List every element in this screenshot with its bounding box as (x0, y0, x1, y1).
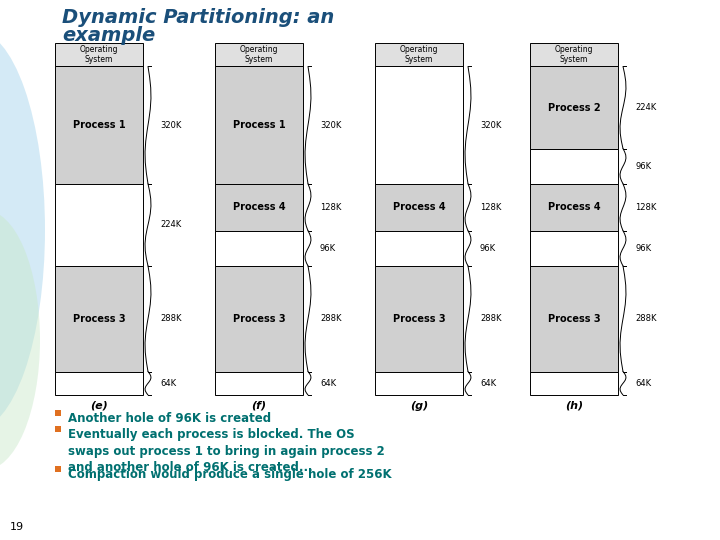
Text: Process 4: Process 4 (233, 202, 285, 212)
Text: Operating
System: Operating System (240, 45, 278, 64)
Bar (55, 266, 143, 372)
Text: 224K: 224K (160, 220, 181, 230)
Text: Process 1: Process 1 (233, 120, 285, 130)
Text: Process 3: Process 3 (392, 314, 445, 324)
Text: 288K: 288K (320, 314, 341, 323)
Text: 19: 19 (10, 522, 24, 532)
Text: (f): (f) (251, 401, 266, 411)
Text: Process 3: Process 3 (548, 314, 600, 324)
Ellipse shape (0, 210, 40, 470)
Bar (375, 43, 463, 66)
Text: Another hole of 96K is created: Another hole of 96K is created (68, 412, 271, 425)
Bar (530, 231, 618, 266)
Bar (530, 148, 618, 184)
Text: 64K: 64K (160, 379, 176, 388)
Bar (55, 184, 143, 266)
Bar (215, 266, 303, 372)
Text: 320K: 320K (480, 120, 501, 130)
Text: 128K: 128K (480, 202, 501, 212)
Text: Eventually each process is blocked. The OS
swaps out process 1 to bring in again: Eventually each process is blocked. The … (68, 428, 384, 474)
Text: (g): (g) (410, 401, 428, 411)
Text: (h): (h) (565, 401, 583, 411)
Text: 288K: 288K (635, 314, 657, 323)
Bar (215, 372, 303, 395)
Bar (530, 184, 618, 231)
Text: Process 3: Process 3 (233, 314, 285, 324)
Bar (55, 372, 143, 395)
Bar (215, 66, 303, 184)
Text: 128K: 128K (635, 202, 657, 212)
Bar (55, 66, 143, 184)
Text: 288K: 288K (160, 314, 181, 323)
Text: example: example (62, 26, 156, 45)
Text: 128K: 128K (320, 202, 341, 212)
Text: Operating
System: Operating System (80, 45, 118, 64)
Text: Compaction would produce a single hole of 256K: Compaction would produce a single hole o… (68, 468, 392, 481)
Text: Process 4: Process 4 (548, 202, 600, 212)
Text: Dynamic Partitioning: an: Dynamic Partitioning: an (62, 8, 334, 27)
Bar (375, 266, 463, 372)
Bar (55, 43, 143, 66)
Bar (215, 231, 303, 266)
Bar (375, 372, 463, 395)
Bar (55, 426, 61, 432)
Text: 96K: 96K (635, 244, 651, 253)
Text: 96K: 96K (320, 244, 336, 253)
Text: Operating
System: Operating System (400, 45, 438, 64)
Text: Process 4: Process 4 (392, 202, 445, 212)
Bar (215, 43, 303, 66)
Text: 288K: 288K (480, 314, 502, 323)
Bar (55, 466, 61, 472)
Text: 320K: 320K (320, 120, 341, 130)
Bar (215, 184, 303, 231)
Bar (375, 184, 463, 231)
Bar (530, 266, 618, 372)
Bar (530, 43, 618, 66)
Bar (375, 66, 463, 184)
Text: 64K: 64K (320, 379, 336, 388)
Text: (e): (e) (90, 401, 108, 411)
Text: 64K: 64K (635, 379, 651, 388)
Text: 224K: 224K (635, 103, 656, 112)
Bar (375, 231, 463, 266)
Text: Process 3: Process 3 (73, 314, 125, 324)
Bar (530, 66, 618, 148)
Bar (530, 372, 618, 395)
Text: Operating
System: Operating System (554, 45, 593, 64)
Text: 96K: 96K (635, 161, 651, 171)
Ellipse shape (0, 30, 45, 430)
Text: 64K: 64K (480, 379, 496, 388)
Text: Process 1: Process 1 (73, 120, 125, 130)
Text: 96K: 96K (480, 244, 496, 253)
Text: Process 2: Process 2 (548, 103, 600, 112)
Bar (55, 410, 61, 416)
Text: 320K: 320K (160, 120, 181, 130)
